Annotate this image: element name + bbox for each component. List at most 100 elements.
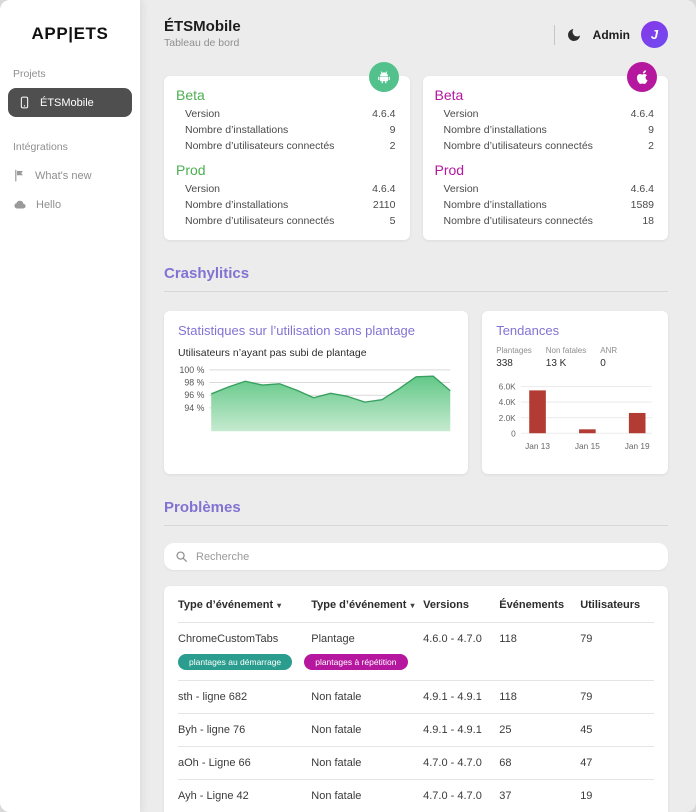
search-bar: [164, 543, 668, 571]
chevron-down-icon: ▾: [410, 601, 415, 611]
column-event-type-filter-2[interactable]: Type d’événement ▾: [311, 599, 415, 612]
sidebar-item-label: Hello: [36, 199, 62, 211]
ios-platform-card: Beta Version 4.6.4 Nombre d’installations…: [422, 62, 668, 240]
avatar[interactable]: J: [641, 21, 668, 48]
crashlytics-cards-row: Statistiques sur l’utilisation sans plan…: [164, 311, 668, 475]
sidebar-item-whats-new[interactable]: What's new: [0, 161, 140, 190]
column-versions: Versions: [423, 599, 469, 612]
stat-label: Nombre d’utilisateurs connectés: [185, 139, 335, 152]
badge-repeat-crashes: plantages à répétition: [304, 654, 408, 671]
svg-text:Jan 19: Jan 19: [625, 441, 650, 451]
cloud-icon: [13, 198, 27, 212]
stat-label: Version: [185, 182, 221, 195]
stat-row: Nombre d’utilisateurs connectés 2: [435, 138, 655, 154]
issue-users: 79: [580, 622, 654, 681]
issue-users: 47: [580, 746, 654, 780]
stat-value: 2110: [372, 198, 396, 211]
column-event-type-filter[interactable]: Type d’événement ▾: [178, 599, 282, 612]
sidebar-item-etsmobile[interactable]: ÉTSMobile: [8, 88, 132, 117]
stat-label: Nombre d’utilisateurs connectés: [443, 139, 593, 152]
trend-stat-crashes: Plantages 338: [496, 346, 532, 369]
stat-value: 9: [389, 123, 396, 136]
issue-title: Ayh - Ligne 42: [178, 779, 312, 812]
trend-stat-value: 13 K: [545, 358, 567, 369]
trend-stat-label: ANR: [600, 346, 618, 355]
issue-versions: 4.7.0 - 4.7.0: [423, 746, 500, 780]
svg-text:0: 0: [511, 428, 516, 438]
env-title-beta: Beta: [176, 87, 205, 103]
table-row[interactable]: ChromeCustomTabs plantages au démarrage …: [178, 622, 654, 681]
issues-table: Type d’événement ▾ Type d’événement ▾ Vers…: [178, 588, 654, 812]
dark-mode-toggle[interactable]: [566, 27, 582, 43]
phone-icon: [18, 96, 31, 109]
stat-value: 4.6.4: [372, 107, 396, 120]
stat-label: Version: [443, 182, 479, 195]
issue-type: Non fatale: [311, 680, 424, 714]
env-title-prod: Prod: [176, 162, 206, 178]
issue-users: 19: [580, 779, 654, 812]
issues-table-card: Type d’événement ▾ Type d’événement ▾ Vers…: [164, 586, 668, 812]
stat-label: Nombre d’installations: [443, 123, 547, 136]
crash-free-chart: 100 % 98 % 96 % 94 %: [180, 365, 451, 432]
chevron-down-icon: ▾: [277, 601, 282, 611]
stat-row: Nombre d’installations 9: [435, 122, 655, 138]
trend-stat-label: Plantages: [496, 346, 532, 355]
issue-type: Non fatale: [311, 713, 424, 747]
svg-text:100 %: 100 %: [180, 365, 205, 375]
issue-versions: 4.9.1 - 4.9.1: [423, 680, 500, 714]
issue-events: 37: [499, 779, 581, 812]
issue-title: sth - ligne 682: [178, 680, 312, 714]
trend-stat-label: Non fatales: [545, 346, 587, 355]
table-row[interactable]: Ayh - Ligne 42 Non fatale 4.7.0 - 4.7.0 …: [178, 779, 654, 812]
table-row[interactable]: Byh - ligne 76 Non fatale 4.9.1 - 4.9.1 …: [178, 713, 654, 747]
stat-label: Nombre d’installations: [443, 198, 547, 211]
issue-events: 25: [499, 713, 581, 747]
issue-type: Plantage: [311, 622, 424, 681]
svg-text:6.0K: 6.0K: [499, 382, 517, 392]
crash-free-stats-card: Statistiques sur l’utilisation sans plan…: [164, 311, 469, 475]
stat-row: Nombre d’utilisateurs connectés 18: [435, 213, 655, 229]
stat-row: Version 4.6.4: [435, 106, 655, 122]
sidebar-item-label: ÉTSMobile: [40, 96, 94, 109]
table-row[interactable]: sth - ligne 682 Non fatale 4.9.1 - 4.9.1…: [178, 680, 654, 714]
column-users: Utilisateurs: [580, 599, 641, 612]
stat-value: 4.6.4: [630, 107, 654, 120]
issue-versions: 4.9.1 - 4.9.1: [423, 713, 500, 747]
trends-chart: 6.0K 4.0K 2.0K 0 Jan 13 Jan 15 Jan 19: [499, 382, 652, 451]
issue-events: 118: [499, 680, 581, 714]
issue-events: 118: [499, 622, 581, 681]
platform-cards-row: Beta Version 4.6.4 Nombre d’installations…: [164, 62, 668, 240]
table-row[interactable]: aOh - Ligne 66 Non fatale 4.7.0 - 4.7.0 …: [178, 746, 654, 780]
table-header-row: Type d’événement ▾ Type d’événement ▾ Vers…: [178, 588, 654, 623]
stat-value: 5: [389, 214, 396, 227]
svg-text:Jan 13: Jan 13: [525, 441, 550, 451]
stat-label: Nombre d’installations: [185, 198, 289, 211]
section-divider: [164, 291, 668, 292]
trend-stats: Plantages 338 Non fatales 13 K ANR 0: [496, 346, 654, 369]
svg-text:98 %: 98 %: [184, 377, 204, 387]
stat-label: Version: [185, 107, 221, 120]
stat-row: Version 4.6.4: [176, 181, 396, 197]
card-subtitle: Utilisateurs n’ayant pas subi de plantag…: [178, 347, 367, 359]
app-logo: APP|ETS: [31, 24, 109, 43]
issue-events: 68: [499, 746, 581, 780]
trend-stat-value: 338: [496, 358, 513, 369]
stat-label: Version: [443, 107, 479, 120]
trend-stat-value: 0: [600, 358, 606, 369]
sidebar: APP|ETS Projets ÉTSMobile Intégrations W…: [0, 0, 140, 812]
issue-title: aOh - Ligne 66: [178, 746, 312, 780]
breadcrumb: Tableau de bord: [164, 37, 240, 49]
sidebar-item-hello[interactable]: Hello: [0, 190, 140, 220]
stat-value: 1589: [630, 198, 654, 211]
stat-row: Nombre d’utilisateurs connectés 5: [176, 213, 396, 229]
env-title-prod: Prod: [434, 162, 465, 178]
main-content: ÉTSMobile Tableau de bord Admin J: [140, 0, 696, 812]
header-divider: [553, 24, 555, 45]
top-bar: ÉTSMobile Tableau de bord Admin J: [164, 18, 668, 49]
trend-stat-nonfatal: Non fatales 13 K: [546, 346, 586, 369]
sidebar-item-label: What's new: [35, 169, 92, 182]
issue-title: ChromeCustomTabs: [178, 633, 279, 646]
search-input[interactable]: [196, 550, 657, 563]
svg-text:94 %: 94 %: [184, 403, 204, 413]
